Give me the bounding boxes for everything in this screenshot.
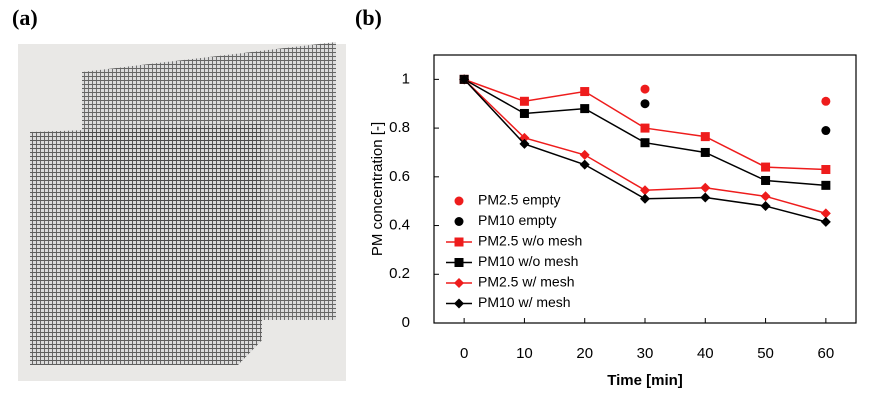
x-axis-label: Time [min] (607, 372, 683, 389)
y-tick-label: 0.2 (389, 265, 410, 282)
point (640, 193, 650, 204)
x-tick-label: 20 (576, 345, 593, 362)
point (820, 208, 831, 219)
point (519, 108, 529, 118)
x-tick-label: 0 (460, 345, 468, 362)
x-tick-label: 40 (697, 345, 714, 362)
point (761, 175, 771, 185)
y-tick-label: 0.8 (389, 119, 410, 136)
panel-label: (a) (12, 5, 38, 30)
point (821, 126, 831, 136)
legend-label: PM10 empty (478, 212, 557, 228)
point (760, 191, 771, 202)
point (761, 162, 771, 172)
legend-marker (454, 237, 464, 247)
y-tick-label: 0.6 (389, 168, 410, 185)
legend-label: PM2.5 empty (478, 192, 560, 208)
photo (18, 42, 346, 381)
legend-marker (454, 217, 464, 226)
y-tick-label: 0 (402, 314, 410, 331)
legend-label: PM2.5 w/ mesh (478, 274, 574, 290)
x-tick-label: 30 (637, 345, 654, 362)
y-axis-label: PM concentration [-] (369, 122, 386, 256)
point (700, 147, 710, 157)
point (580, 87, 590, 97)
x-tick-label: 10 (516, 345, 533, 362)
point (820, 216, 831, 227)
point (459, 74, 470, 85)
point (579, 149, 590, 160)
point (700, 132, 710, 142)
x-tick-label: 50 (757, 345, 774, 362)
legend-label: PM10 w/o mesh (478, 253, 578, 269)
point (640, 99, 650, 109)
point (519, 96, 529, 106)
legend-label: PM2.5 w/o mesh (478, 233, 582, 249)
point (640, 185, 650, 196)
point (760, 201, 771, 212)
point (700, 182, 711, 193)
legend-marker (454, 258, 464, 267)
legend-marker (454, 278, 464, 288)
point (821, 96, 831, 106)
y-tick-label: 0.4 (389, 217, 410, 234)
panel-label: (b) (355, 5, 382, 30)
point (640, 123, 650, 133)
legend-label: PM10 w/ mesh (478, 294, 571, 310)
point (580, 104, 590, 114)
point (640, 138, 650, 148)
x-tick-label: 60 (818, 345, 835, 362)
point (519, 138, 530, 149)
legend-marker (454, 196, 464, 206)
point (579, 159, 590, 170)
point (700, 192, 711, 203)
point (640, 84, 650, 94)
legend-marker (454, 298, 464, 309)
y-tick-label: 1 (402, 70, 410, 87)
point (821, 180, 831, 190)
point (821, 165, 831, 175)
